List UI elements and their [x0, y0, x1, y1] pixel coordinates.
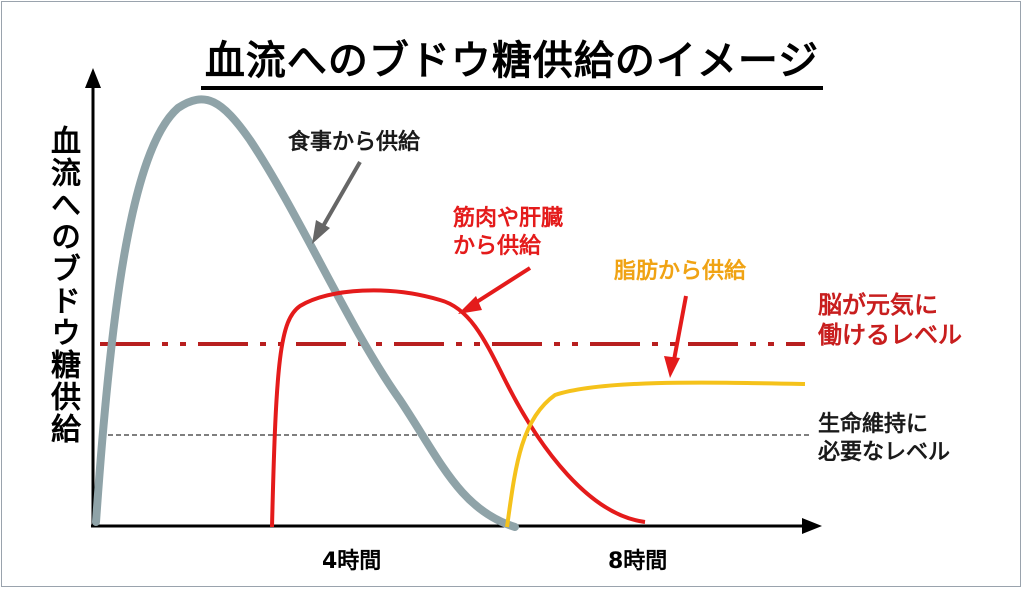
muscle-liver-label-pointer-head [458, 296, 482, 314]
survival-level-label-line2: 必要なレベル [818, 439, 951, 465]
muscle-liver-supply-curve [270, 288, 646, 528]
y-axis-label: 血流へのブドウ糖供給 [45, 125, 80, 445]
muscle-liver-label: 筋肉や肝臓 から供給 [453, 205, 563, 260]
food-label-pointer-head [312, 220, 330, 244]
muscle-liver-label-line1: 筋肉や肝臓 [453, 206, 564, 231]
food-label-pointer [320, 161, 362, 229]
diagram-title: 血流へのブドウ糖供給のイメージ [0, 28, 1024, 90]
survival-level-label-line1: 生命維持に [818, 412, 929, 437]
fat-label-pointer [672, 295, 688, 361]
food-supply-label: 食事から供給 [288, 130, 421, 155]
fat-label-pointer-head [664, 356, 680, 378]
x-tick-4h: 4時間 [322, 549, 382, 574]
x-tick-8h: 8時間 [608, 549, 668, 574]
muscle-liver-label-line2: から供給 [453, 233, 542, 259]
x-axis-arrowhead [802, 518, 822, 534]
survival-level-label: 生命維持に 必要なレベル [818, 411, 950, 466]
brain-level-label-line2: 働けるレベル [818, 321, 962, 349]
muscle-liver-label-pointer [470, 266, 532, 307]
brain-level-label: 脳が元気に 働けるレベル [818, 290, 962, 350]
food-supply-curve [92, 95, 519, 531]
fat-supply-label: 脂肪から供給 [614, 259, 747, 284]
brain-level-label-line1: 脳が元気に [818, 291, 938, 319]
y-axis-arrowhead [85, 68, 101, 88]
fat-supply-curve [505, 380, 806, 528]
